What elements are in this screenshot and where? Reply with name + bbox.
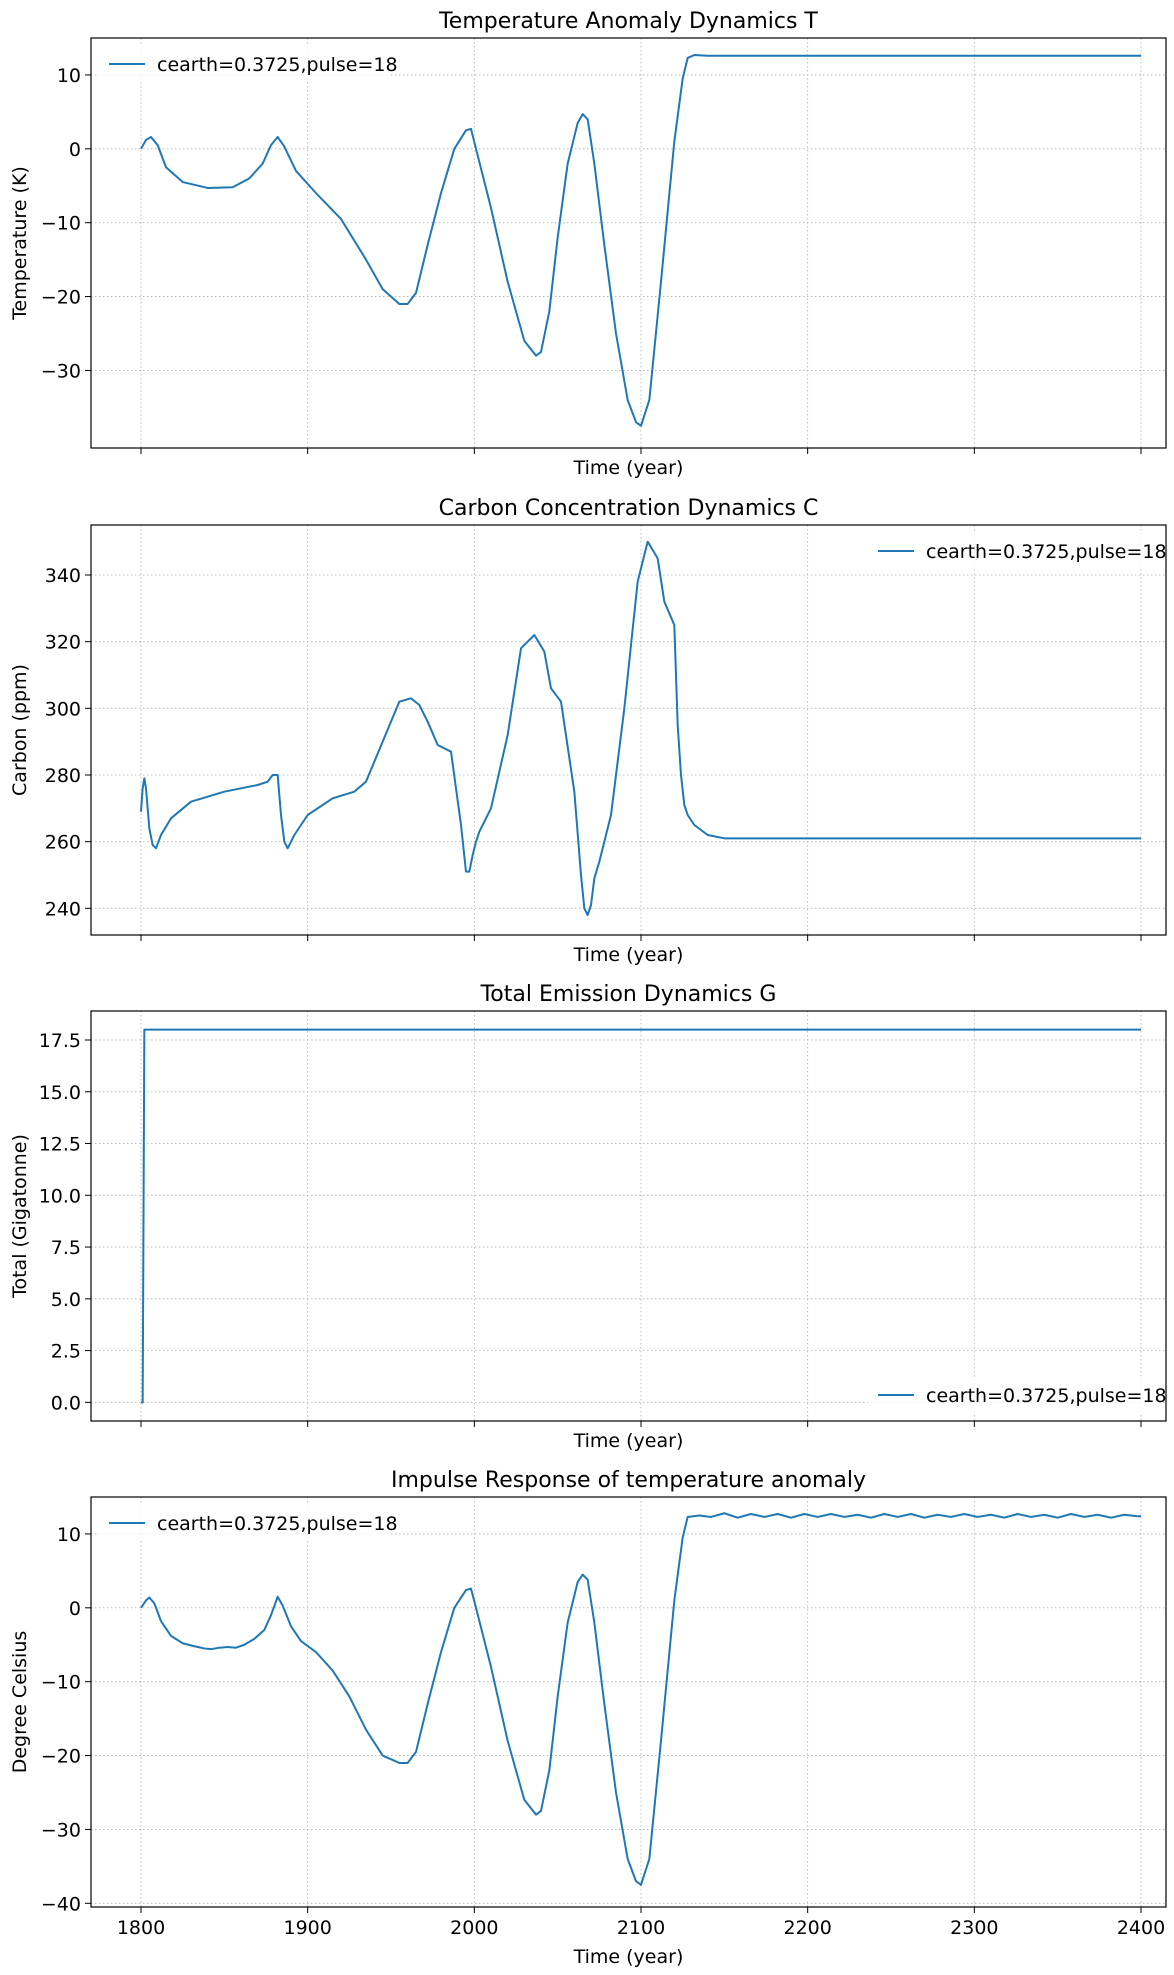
- x-axis-label: Time (year): [573, 1430, 684, 1452]
- legend: cearth=0.3725,pulse=18: [99, 1505, 398, 1541]
- y-tick-label: 5.0: [51, 1289, 81, 1311]
- x-axis-label: Time (year): [573, 944, 684, 966]
- y-tick-label: −30: [41, 1819, 81, 1841]
- y-tick-label: −10: [41, 1672, 81, 1694]
- x-tick-label: 2400: [1117, 1917, 1165, 1939]
- y-axis-label: Carbon (ppm): [9, 664, 31, 796]
- chart-title: Temperature Anomaly Dynamics T: [438, 9, 818, 34]
- y-tick-label: 10: [57, 65, 81, 87]
- legend-label: cearth=0.3725,pulse=18: [157, 1513, 398, 1535]
- y-tick-label: 7.5: [51, 1237, 81, 1259]
- x-tick-label: 1800: [117, 1917, 165, 1939]
- y-tick-label: 240: [45, 898, 81, 920]
- chart-title: Total Emission Dynamics G: [480, 982, 777, 1007]
- y-tick-label: 17.5: [39, 1030, 81, 1052]
- y-tick-label: 300: [45, 698, 81, 720]
- series-line: [140, 1512, 1141, 1886]
- y-tick-label: 0.0: [51, 1392, 81, 1414]
- y-tick-label: 10: [57, 1524, 81, 1546]
- series-line: [140, 53, 1141, 427]
- x-tick-label: 2300: [950, 1917, 998, 1939]
- x-tick-label: 2200: [783, 1917, 831, 1939]
- legend-box: [99, 46, 389, 82]
- y-tick-label: 10.0: [39, 1185, 81, 1207]
- y-tick-label: 0: [69, 1598, 81, 1620]
- chart-panel-2: 240 260 280 300 320 340 Carbon Concentration D…: [9, 496, 1167, 966]
- y-tick-label: 320: [45, 632, 81, 654]
- legend: cearth=0.3725,pulse=18: [868, 1377, 1167, 1413]
- x-tick-label: 1900: [283, 1917, 331, 1939]
- legend: cearth=0.3725,pulse=18: [99, 46, 398, 82]
- legend-label: cearth=0.3725,pulse=18: [926, 1385, 1167, 1407]
- axes-frame: [90, 1496, 1167, 1908]
- legend-box: [868, 1377, 1158, 1413]
- y-tick-label: 12.5: [39, 1134, 81, 1156]
- chart-title: Impulse Response of temperature anomaly: [391, 1468, 866, 1493]
- x-axis-label: Time (year): [573, 457, 684, 479]
- y-tick-label: −30: [41, 360, 81, 382]
- y-tick-label: −10: [41, 213, 81, 235]
- y-tick-label: 0: [69, 139, 81, 161]
- legend-label: cearth=0.3725,pulse=18: [926, 541, 1167, 563]
- y-tick-label: −20: [41, 1746, 81, 1768]
- axes-frame: [90, 37, 1167, 449]
- series-line: [141, 1028, 1141, 1404]
- legend-box: [99, 1505, 389, 1541]
- x-tick-label: 2100: [617, 1917, 665, 1939]
- y-tick-label: 260: [45, 832, 81, 854]
- y-axis-label: Total (Gigatonne): [9, 1134, 31, 1299]
- x-tick-label: 2000: [450, 1917, 498, 1939]
- chart-panel-4: 1800 1900 2000 2100 2200 2300 2400 −40 −30 −20 −10…: [9, 1468, 1167, 1968]
- axes-frame: [90, 524, 1167, 936]
- y-tick-label: 2.5: [51, 1341, 81, 1363]
- axes-frame: [90, 1010, 1167, 1422]
- y-axis-label: Temperature (K): [9, 166, 31, 321]
- y-tick-label: 280: [45, 765, 81, 787]
- legend-label: cearth=0.3725,pulse=18: [157, 54, 398, 76]
- legend: cearth=0.3725,pulse=18: [868, 533, 1167, 569]
- chart-panel-3: 0.0 2.5 5.0 7.5 10.0 12.5 15.0 17.5 Total Emissi…: [9, 982, 1167, 1452]
- chart-title: Carbon Concentration Dynamics C: [439, 496, 819, 521]
- chart-panel-1: −30 −20 −10 0 10 Temperature Anomaly Dynamics…: [9, 9, 1167, 479]
- x-axis-label: Time (year): [573, 1946, 684, 1968]
- y-tick-label: −40: [41, 1893, 81, 1915]
- y-tick-label: 15.0: [39, 1082, 81, 1104]
- series-line: [140, 540, 1141, 916]
- y-tick-label: −20: [41, 287, 81, 309]
- y-axis-label: Degree Celsius: [9, 1631, 31, 1774]
- legend-box: [868, 533, 1158, 569]
- y-tick-label: 340: [45, 565, 81, 587]
